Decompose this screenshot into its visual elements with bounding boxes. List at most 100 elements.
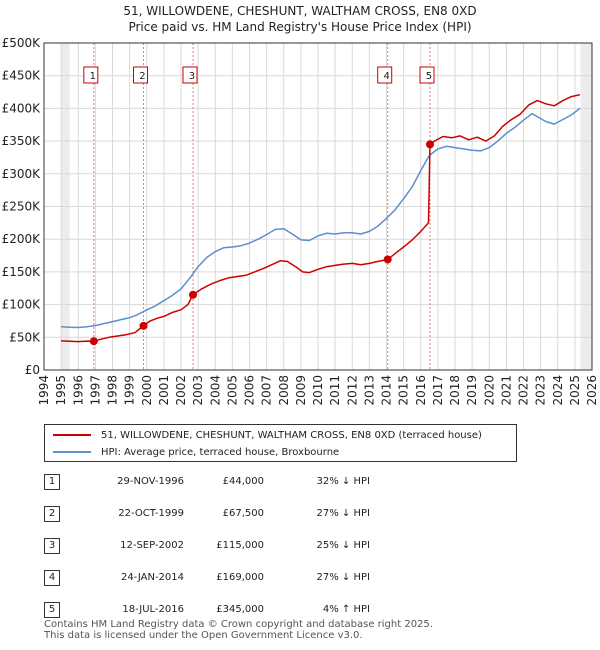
x-tick-label: 2002: [174, 375, 188, 406]
x-tick-label: 2015: [397, 375, 411, 406]
sale-point: [139, 321, 148, 330]
sale-date: 24-JAN-2014: [120, 572, 184, 583]
sale-number: 2: [44, 506, 60, 522]
x-tick-label: 2006: [243, 375, 257, 406]
x-tick-label: 2007: [260, 375, 274, 406]
y-tick-label: £250K: [2, 200, 42, 214]
x-tick-label: 2016: [414, 375, 428, 406]
sale-number: 1: [44, 474, 60, 490]
x-tick-label: 2019: [465, 375, 479, 406]
footer-copyright: Contains HM Land Registry data © Crown c…: [44, 619, 433, 630]
x-tick-label: 2020: [482, 375, 496, 406]
sales-table-row: 2 22-OCT-1999 £67,500 27% ↓ HPI: [44, 506, 564, 524]
sale-date: 29-NOV-1996: [117, 476, 184, 487]
sale-number: 4: [44, 570, 60, 586]
chart-title: 51, WILLOWDENE, CHESHUNT, WALTHAM CROSS,…: [123, 4, 477, 18]
x-tick-label: 1996: [71, 375, 85, 406]
x-tick-label: 1999: [123, 375, 137, 406]
x-tick-label: 2026: [585, 375, 599, 406]
y-tick-label: £50K: [9, 330, 41, 344]
x-tick-label: 2001: [157, 375, 171, 406]
sale-label: 5: [426, 71, 432, 82]
hpi-line: [61, 107, 581, 329]
sale-label: 4: [384, 71, 390, 82]
sale-number: 3: [44, 538, 60, 554]
x-tick-label: 2022: [517, 375, 531, 406]
legend-label-property: 51, WILLOWDENE, CHESHUNT, WALTHAM CROSS,…: [101, 429, 482, 441]
footer-license: This data is licensed under the Open Gov…: [44, 630, 363, 641]
sale-hpi-diff: 4% ↑ HPI: [322, 604, 370, 615]
sale-point: [89, 337, 98, 346]
x-tick-label: 2018: [448, 375, 462, 406]
sale-label-box: [132, 66, 148, 84]
legend-swatch-hpi: [53, 451, 91, 453]
x-tick-label: 2003: [191, 375, 205, 406]
x-tick-label: 2005: [225, 375, 239, 406]
sale-date: 22-OCT-1999: [118, 508, 184, 519]
x-tick-label: 2009: [294, 375, 308, 406]
price-chart: 1 2 3 4 5 £0 £50K £100K £150K £200K £250K £300K £35…: [2, 36, 599, 406]
sale-point: [425, 140, 434, 149]
y-tick-label: £500K: [2, 36, 42, 50]
x-tick-label: 2023: [534, 375, 548, 406]
y-tick-label: £100K: [2, 298, 42, 312]
sale-hpi-diff: 32% ↓ HPI: [316, 476, 370, 487]
y-tick-label: £200K: [2, 232, 42, 246]
x-tick-label: 2021: [499, 375, 513, 406]
x-tick-label: 2013: [362, 375, 376, 406]
x-tick-label: 1995: [54, 375, 68, 406]
sale-date: 18-JUL-2016: [122, 604, 184, 615]
y-tick-label: £350K: [2, 134, 42, 148]
sale-price: £67,500: [222, 508, 264, 519]
sale-price: £115,000: [216, 540, 264, 551]
sale-label: 3: [189, 71, 195, 82]
x-tick-label: 2004: [208, 375, 222, 406]
sale-hpi-diff: 27% ↓ HPI: [316, 572, 370, 583]
sale-point: [383, 255, 392, 264]
y-tick-label: £0: [25, 363, 40, 377]
x-tick-label: 2017: [431, 375, 445, 406]
x-tick-label: 2014: [380, 375, 394, 406]
sale-label: 1: [90, 71, 96, 82]
sale-price: £44,000: [222, 476, 264, 487]
sales-table-row: 4 24-JAN-2014 £169,000 27% ↓ HPI: [44, 570, 564, 588]
x-tick-label: 1994: [37, 375, 51, 406]
y-tick-label: £300K: [2, 167, 42, 181]
sale-label-box: [182, 66, 198, 84]
sale-price: £345,000: [216, 604, 264, 615]
sale-hpi-diff: 27% ↓ HPI: [316, 508, 370, 519]
sale-label: 2: [139, 71, 145, 82]
legend-swatch-property: [53, 434, 91, 436]
sale-label-box: [83, 66, 99, 84]
y-tick-label: £400K: [2, 101, 42, 115]
sale-hpi-diff: 25% ↓ HPI: [316, 540, 370, 551]
sale-label-box: [377, 66, 393, 84]
legend-item-hpi: HPI: Average price, terraced house, Brox…: [53, 444, 339, 460]
x-tick-label: 2024: [551, 375, 565, 406]
chart-subtitle: Price paid vs. HM Land Registry's House …: [128, 20, 472, 34]
legend-label-hpi: HPI: Average price, terraced house, Brox…: [101, 446, 340, 458]
sale-point: [188, 290, 197, 299]
x-tick-label: 2012: [345, 375, 359, 406]
x-tick-label: 2010: [311, 375, 325, 406]
x-tick-label: 1998: [106, 375, 120, 406]
x-tick-label: 2011: [328, 375, 342, 406]
sale-label-box: [419, 66, 435, 84]
property-price-line: [61, 93, 581, 343]
sale-date: 12-SEP-2002: [120, 540, 184, 551]
legend: 51, WILLOWDENE, CHESHUNT, WALTHAM CROSS,…: [44, 424, 517, 462]
x-tick-label: 1997: [88, 375, 102, 406]
legend-item-property: 51, WILLOWDENE, CHESHUNT, WALTHAM CROSS,…: [53, 427, 482, 443]
y-tick-label: £450K: [2, 69, 42, 83]
sale-number: 5: [44, 602, 60, 618]
plot-frame: [43, 42, 593, 371]
footer-attribution: Contains HM Land Registry data © Crown c…: [44, 619, 433, 641]
sales-table-row: 5 18-JUL-2016 £345,000 4% ↑ HPI: [44, 602, 564, 620]
x-tick-label: 2008: [277, 375, 291, 406]
x-tick-label: 2000: [140, 375, 154, 406]
sale-price: £169,000: [216, 572, 264, 583]
x-tick-label: 2025: [568, 375, 582, 406]
sales-table-row: 3 12-SEP-2002 £115,000 25% ↓ HPI: [44, 538, 564, 556]
sales-table-row: 1 29-NOV-1996 £44,000 32% ↓ HPI: [44, 474, 564, 492]
y-tick-label: £150K: [2, 265, 42, 279]
